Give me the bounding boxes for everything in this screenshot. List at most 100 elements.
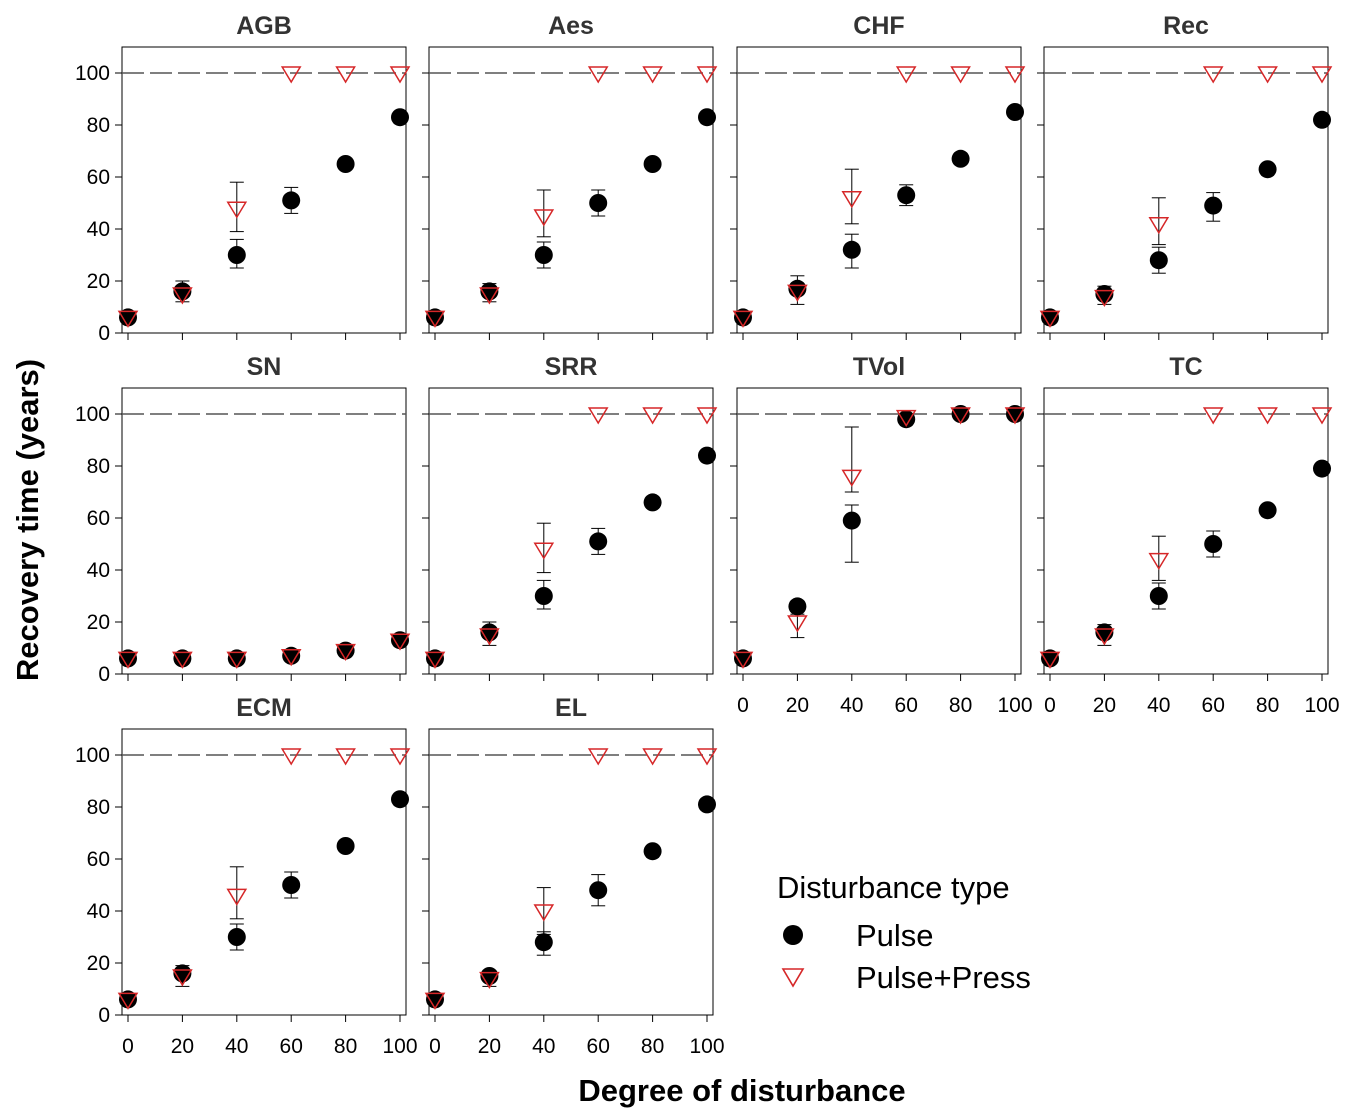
x-tick-label: 0 <box>122 1035 134 1058</box>
pulse-point <box>426 649 444 668</box>
plot-frame <box>736 46 1022 334</box>
y-tick-label: 40 <box>87 900 110 923</box>
pulse-press-point <box>172 651 193 669</box>
pulse-press-point <box>335 643 356 662</box>
pulse-press-point <box>1094 289 1115 308</box>
panel-title: SN <box>247 353 282 381</box>
pulse-press-error-bar <box>229 181 244 233</box>
pulse-point <box>643 155 662 173</box>
pulse-point <box>589 194 608 212</box>
pulse-point <box>336 155 355 173</box>
pulse-press-error-bar <box>844 426 859 493</box>
panel-el: EL 0 20 40 60 80 100 <box>422 694 725 1058</box>
pulse-press-point <box>117 651 139 669</box>
y-tick-label: 60 <box>87 166 110 189</box>
pulse-point <box>1041 308 1059 327</box>
y-tick-label: 20 <box>87 952 110 975</box>
legend: Disturbance type Pulse Pulse+Press <box>777 870 1031 995</box>
pulse-press-point <box>335 748 356 766</box>
x-tick-label: 40 <box>225 1035 248 1058</box>
pulse-press-point <box>696 66 718 84</box>
pulse-point <box>1258 160 1277 179</box>
panel-title: ECM <box>236 694 292 722</box>
pulse-press-point <box>1148 552 1170 571</box>
pulse-press-point <box>950 66 971 84</box>
x-tick-label: 60 <box>895 694 918 717</box>
pulse-point <box>643 842 662 861</box>
panel-sn: SN 0 20 40 60 80 100 <box>75 353 411 686</box>
plot-frame <box>121 728 407 1016</box>
pulse-press-error-bar <box>536 189 551 238</box>
pulse-point <box>589 881 608 900</box>
pulse-press-point <box>479 628 500 646</box>
pulse-press-point <box>642 66 663 84</box>
pulse-press-error-bar <box>1151 197 1166 246</box>
pulse-point <box>698 446 716 465</box>
pulse-point <box>951 405 970 423</box>
pulse-press-error-bar <box>536 522 551 574</box>
pulse-point <box>119 649 137 668</box>
panel-tvol: TVol 0 20 40 60 80 100 <box>730 353 1033 717</box>
pulse-point <box>534 246 553 264</box>
panel-title: Rec <box>1163 12 1209 40</box>
legend-pulse-press-marker <box>781 968 805 988</box>
y-tick-label: 40 <box>87 559 110 582</box>
pulse-press-point <box>1257 407 1278 425</box>
pulse-point <box>119 990 137 1009</box>
pulse-press-point <box>117 992 139 1010</box>
panel-ecm: ECM 0 20 40 60 80 100 0 20 40 60 80 100 <box>75 694 418 1058</box>
x-tick-label: 20 <box>478 1035 501 1058</box>
pulse-point <box>1006 405 1024 423</box>
panel-rec: Rec <box>1037 12 1333 340</box>
pulse-press-point <box>479 287 500 305</box>
panel-title: TC <box>1169 353 1202 381</box>
pulse-press-point <box>732 310 754 328</box>
pulse-point <box>426 308 444 327</box>
pulse-press-point <box>226 201 248 219</box>
pulse-press-point <box>424 992 446 1010</box>
pulse-press-error-bar <box>844 168 859 225</box>
pulse-press-point <box>642 748 663 766</box>
y-tick-label: 60 <box>87 507 110 530</box>
plot-frame <box>736 387 1022 675</box>
pulse-press-point <box>587 748 609 766</box>
panel-title: Aes <box>548 12 594 40</box>
pulse-press-point <box>1094 628 1115 646</box>
pulse-press-point <box>1148 217 1170 235</box>
x-tick-label: 100 <box>997 694 1032 717</box>
x-tick-label: 40 <box>1147 694 1170 717</box>
pulse-press-point <box>533 209 555 227</box>
y-tick-label: 20 <box>87 270 110 293</box>
y-tick-label: 40 <box>87 218 110 241</box>
plot-frame <box>428 728 714 1016</box>
pulse-point <box>589 532 608 551</box>
pulse-press-point <box>895 66 917 84</box>
pulse-press-point <box>389 748 411 766</box>
x-tick-label: 80 <box>334 1035 357 1058</box>
pulse-point <box>227 928 246 946</box>
plot-frame <box>1043 387 1329 675</box>
panel-title: SRR <box>545 353 598 381</box>
pulse-press-point <box>1039 651 1061 669</box>
pulse-press-point <box>787 284 808 302</box>
pulse-press-point <box>533 904 555 922</box>
pulse-press-point <box>226 888 248 906</box>
x-tick-label: 40 <box>532 1035 555 1058</box>
y-tick-label: 100 <box>75 744 110 767</box>
pulse-point <box>227 246 246 264</box>
pulse-point <box>1149 251 1168 270</box>
plot-frame <box>1043 46 1329 334</box>
pulse-point <box>1006 103 1024 121</box>
pulse-point <box>282 876 301 894</box>
y-tick-label: 100 <box>75 62 110 85</box>
y-tick-label: 0 <box>98 663 110 686</box>
pulse-press-point <box>1311 66 1333 84</box>
panel-title: EL <box>555 694 587 722</box>
pulse-press-point <box>642 407 663 425</box>
pulse-press-point <box>335 66 356 84</box>
x-tick-label: 60 <box>280 1035 303 1058</box>
pulse-point <box>788 597 807 616</box>
x-tick-label: 80 <box>641 1035 664 1058</box>
pulse-press-point <box>280 748 302 766</box>
pulse-point <box>534 933 553 952</box>
